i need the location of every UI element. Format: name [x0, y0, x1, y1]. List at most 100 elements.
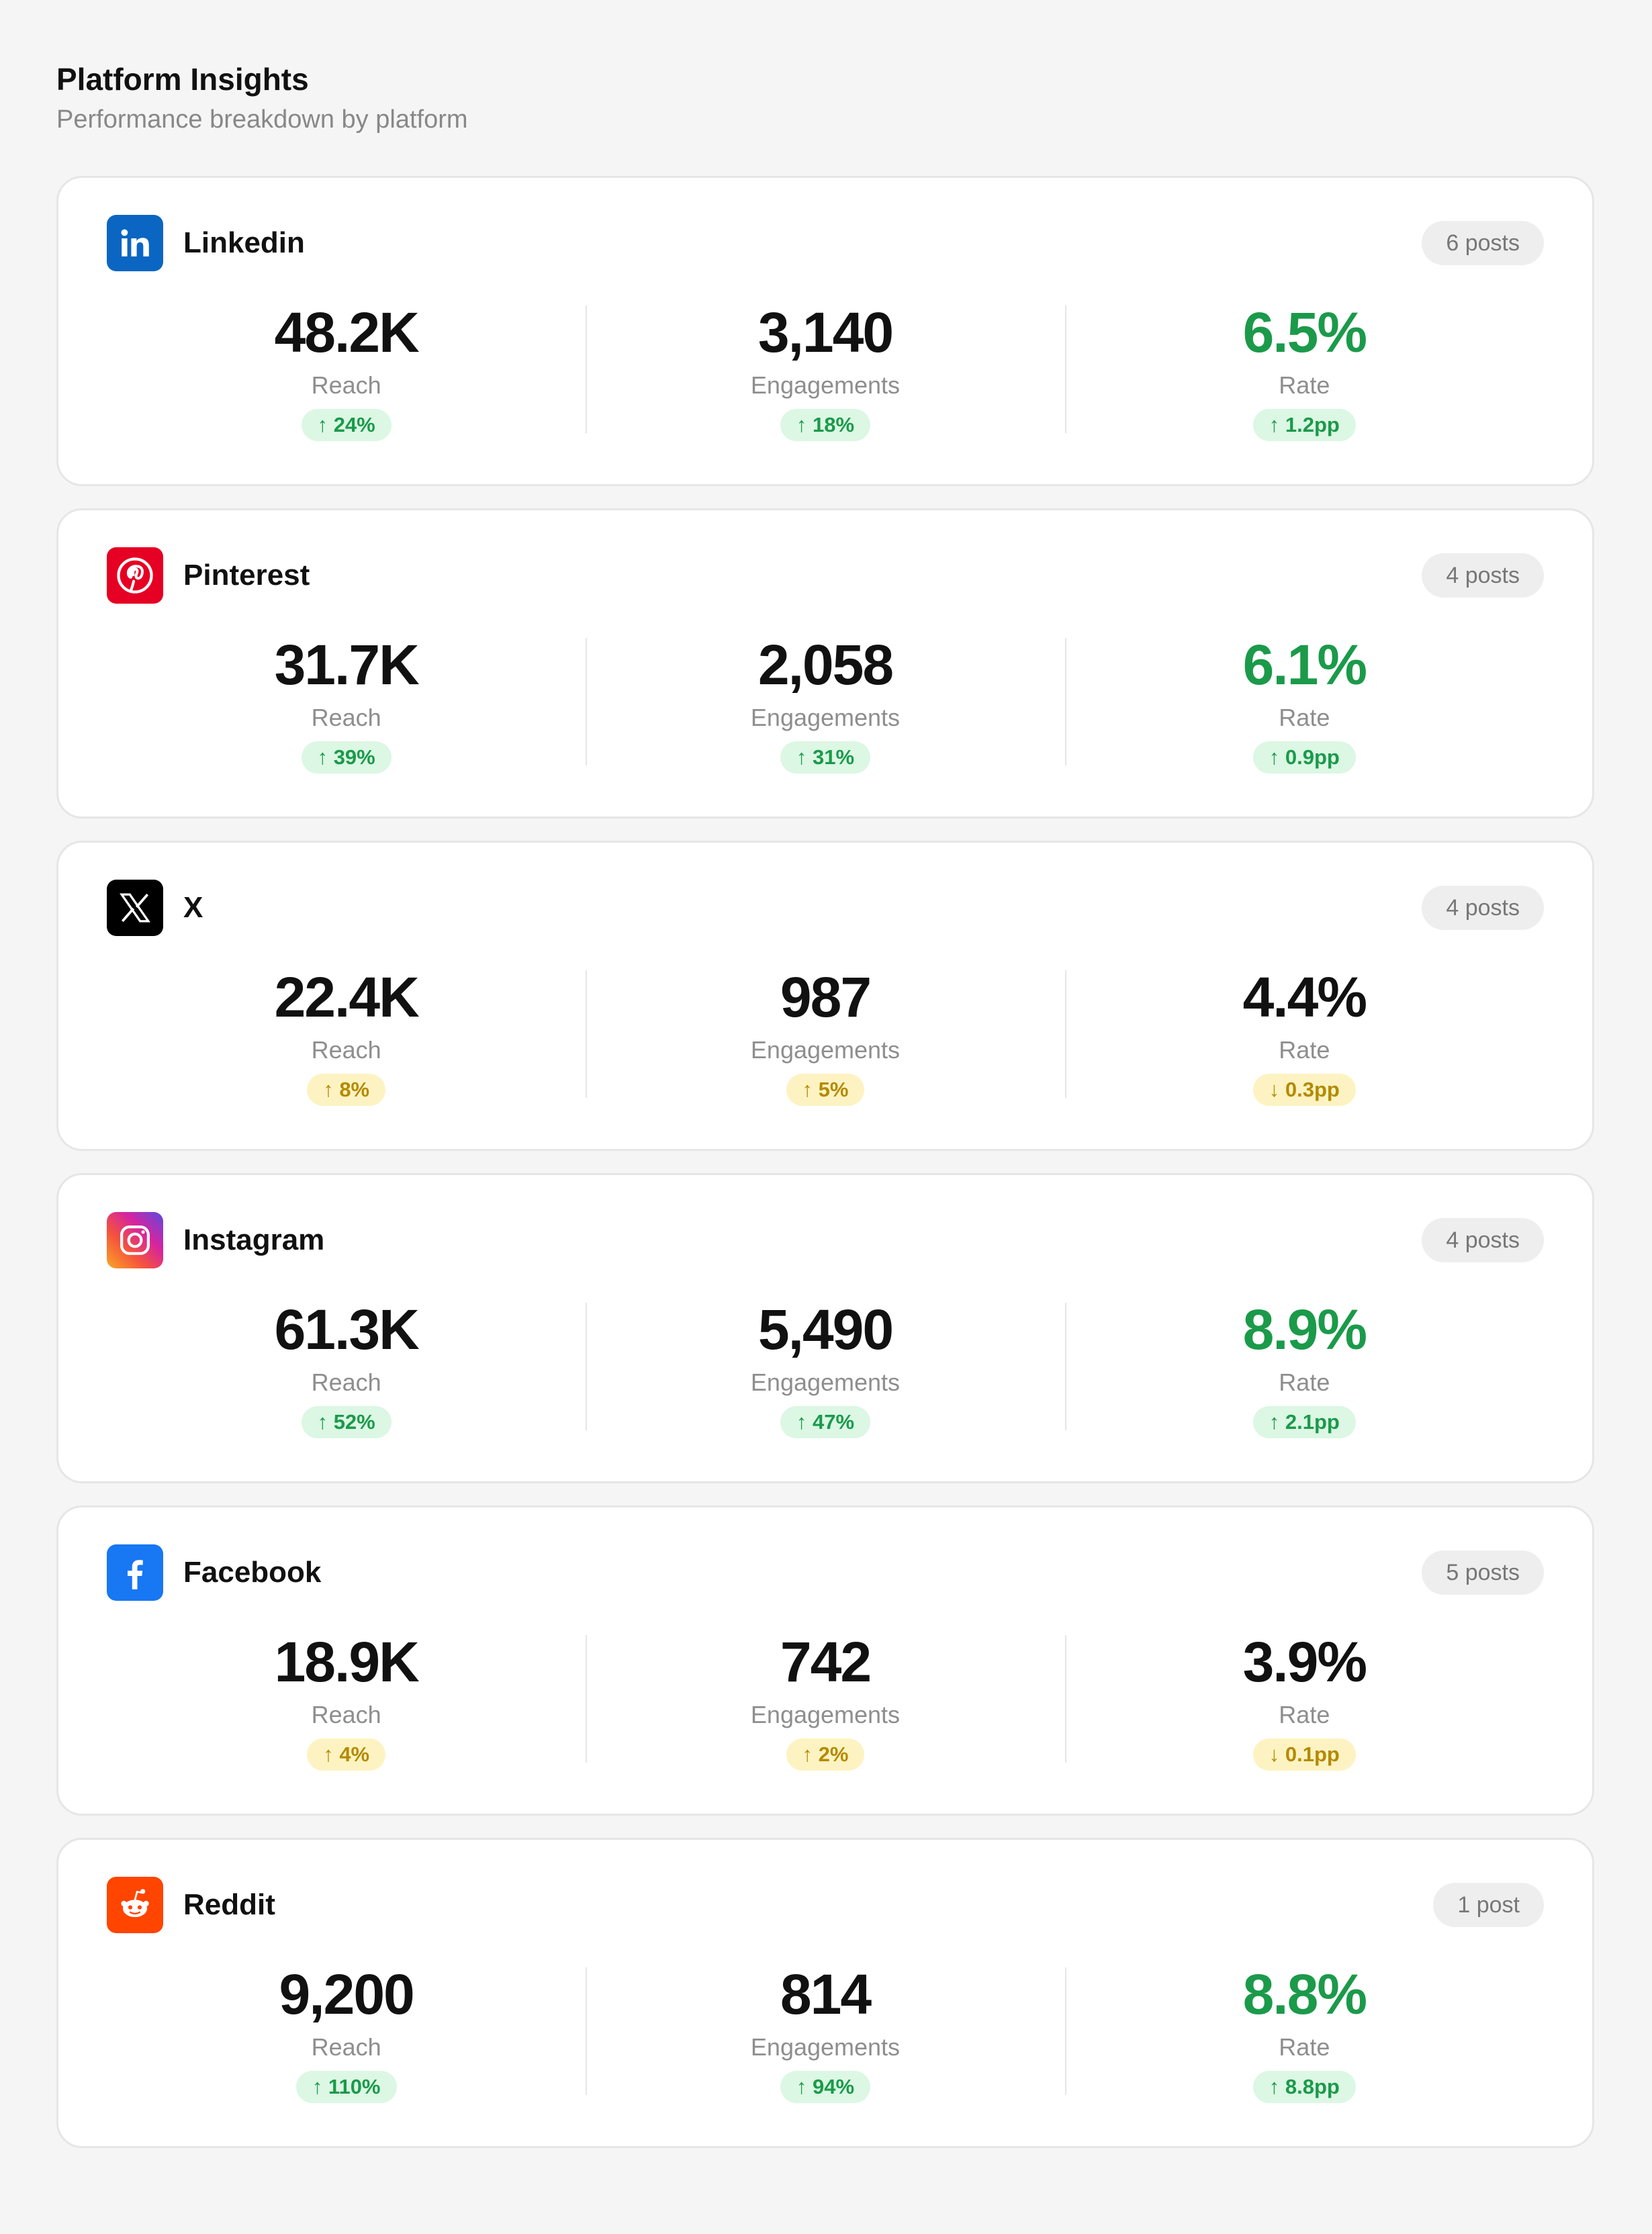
- post-count-badge: 1 post: [1433, 1883, 1544, 1927]
- metric-label: Rate: [1279, 1036, 1330, 1064]
- metric-value: 31.7K: [274, 633, 420, 696]
- metrics-row: 48.2K Reach ↑ 24% 3,140 Engagements ↑ 18…: [107, 299, 1544, 441]
- metric-value: 8.8%: [1242, 1963, 1367, 2026]
- metric-value: 22.4K: [274, 966, 420, 1029]
- metrics-row: 61.3K Reach ↑ 52% 5,490 Engagements ↑ 47…: [107, 1296, 1544, 1438]
- post-count-badge: 4 posts: [1422, 1218, 1544, 1262]
- instagram-icon: [107, 1212, 163, 1268]
- metric-value: 4.4%: [1242, 966, 1367, 1029]
- platform-name: Instagram: [183, 1223, 325, 1256]
- linkedin-icon: [107, 215, 163, 271]
- metric-change-badge: ↑ 2.1pp: [1252, 1406, 1356, 1438]
- platform-name: X: [183, 891, 203, 924]
- metric-label: Engagements: [750, 1036, 901, 1064]
- metric-label: Engagements: [750, 371, 901, 399]
- platform-card-header: Pinterest 4 posts: [107, 547, 1544, 604]
- platform-name: Pinterest: [183, 559, 310, 592]
- metric-value: 987: [780, 966, 872, 1029]
- platform-name: Facebook: [183, 1556, 322, 1589]
- platform-card-pinterest[interactable]: Pinterest 4 posts 31.7K Reach ↑ 39% 2,05…: [56, 508, 1594, 819]
- metric-label: Rate: [1279, 1701, 1330, 1728]
- metric-value: 6.5%: [1242, 301, 1367, 364]
- metric-reach: 22.4K Reach ↑ 8%: [107, 964, 586, 1106]
- metric-change-badge: ↑ 8%: [307, 1074, 386, 1106]
- page-title: Platform Insights: [56, 62, 309, 97]
- metric-change-badge: ↑ 110%: [295, 2071, 397, 2103]
- metric-reach: 9,200 Reach ↑ 110%: [107, 1961, 586, 2103]
- metric-value: 9,200: [279, 1963, 415, 2026]
- metric-rate: 6.5% Rate ↑ 1.2pp: [1064, 299, 1544, 441]
- platform-card-reddit[interactable]: Reddit 1 post 9,200 Reach ↑ 110% 814 Eng…: [56, 1838, 1594, 2148]
- metrics-row: 18.9K Reach ↑ 4% 742 Engagements ↑ 2% 3.…: [107, 1628, 1544, 1771]
- metric-reach: 61.3K Reach ↑ 52%: [107, 1296, 586, 1438]
- metric-value: 8.9%: [1242, 1298, 1367, 1361]
- metric-engagements: 742 Engagements ↑ 2%: [586, 1628, 1064, 1771]
- metric-rate: 8.9% Rate ↑ 2.1pp: [1064, 1296, 1544, 1438]
- metric-change-badge: ↑ 18%: [780, 409, 871, 441]
- metric-value: 48.2K: [274, 301, 420, 364]
- platform-card-linkedin[interactable]: Linkedin 6 posts 48.2K Reach ↑ 24% 3,140…: [56, 176, 1594, 486]
- metric-change-badge: ↑ 8.8pp: [1252, 2071, 1356, 2103]
- metric-label: Rate: [1279, 1368, 1330, 1396]
- metric-label: Engagements: [750, 1701, 901, 1728]
- page-header: Platform Insights Performance breakdown …: [56, 58, 468, 137]
- metric-value: 3,140: [758, 301, 894, 364]
- metric-engagements: 814 Engagements ↑ 94%: [586, 1961, 1064, 2103]
- metric-reach: 48.2K Reach ↑ 24%: [107, 299, 586, 441]
- platform-card-instagram[interactable]: Instagram 4 posts 61.3K Reach ↑ 52% 5,49…: [56, 1173, 1594, 1483]
- metric-change-badge: ↑ 52%: [301, 1406, 392, 1438]
- metric-value: 742: [780, 1630, 872, 1693]
- metric-change-badge: ↓ 0.3pp: [1252, 1074, 1356, 1106]
- metric-value: 18.9K: [274, 1630, 420, 1693]
- platform-card-x[interactable]: X 4 posts 22.4K Reach ↑ 8% 987 Engagemen…: [56, 841, 1594, 1151]
- reddit-icon: [107, 1877, 163, 1933]
- metric-value: 814: [780, 1963, 872, 2026]
- platform-card-facebook[interactable]: Facebook 5 posts 18.9K Reach ↑ 4% 742 En…: [56, 1505, 1594, 1816]
- post-count-badge: 4 posts: [1422, 886, 1544, 930]
- metric-label: Reach: [311, 2033, 381, 2061]
- page-subtitle: Performance breakdown by platform: [56, 105, 468, 134]
- post-count-badge: 4 posts: [1422, 553, 1544, 598]
- x-icon: [107, 880, 163, 936]
- metric-change-badge: ↓ 0.1pp: [1252, 1738, 1356, 1771]
- metric-change-badge: ↑ 39%: [301, 741, 392, 774]
- platform-card-list: Linkedin 6 posts 48.2K Reach ↑ 24% 3,140…: [56, 176, 1594, 2170]
- metric-label: Rate: [1279, 704, 1330, 731]
- metric-rate: 6.1% Rate ↑ 0.9pp: [1064, 631, 1544, 774]
- metric-label: Reach: [311, 371, 381, 399]
- metric-change-badge: ↑ 94%: [780, 2071, 871, 2103]
- metric-label: Rate: [1279, 2033, 1330, 2061]
- metric-label: Reach: [311, 1368, 381, 1396]
- platform-card-header: Instagram 4 posts: [107, 1211, 1544, 1269]
- metric-engagements: 987 Engagements ↑ 5%: [586, 964, 1064, 1106]
- metric-value: 2,058: [758, 633, 894, 696]
- metric-change-badge: ↑ 5%: [786, 1074, 865, 1106]
- metric-value: 5,490: [758, 1298, 894, 1361]
- platform-name: Linkedin: [183, 226, 305, 259]
- metric-label: Reach: [311, 704, 381, 731]
- metric-change-badge: ↑ 31%: [780, 741, 871, 774]
- platform-card-header: Linkedin 6 posts: [107, 214, 1544, 272]
- metric-value: 3.9%: [1242, 1630, 1367, 1693]
- metric-engagements: 2,058 Engagements ↑ 31%: [586, 631, 1064, 774]
- platform-name: Reddit: [183, 1888, 275, 1921]
- platform-card-header: Facebook 5 posts: [107, 1544, 1544, 1601]
- metrics-row: 31.7K Reach ↑ 39% 2,058 Engagements ↑ 31…: [107, 631, 1544, 774]
- platform-card-header: Reddit 1 post: [107, 1876, 1544, 1934]
- metric-engagements: 5,490 Engagements ↑ 47%: [586, 1296, 1064, 1438]
- platform-card-header: X 4 posts: [107, 879, 1544, 937]
- metric-value: 61.3K: [274, 1298, 420, 1361]
- metrics-row: 9,200 Reach ↑ 110% 814 Engagements ↑ 94%…: [107, 1961, 1544, 2103]
- metric-reach: 31.7K Reach ↑ 39%: [107, 631, 586, 774]
- metric-label: Engagements: [750, 704, 901, 731]
- metric-change-badge: ↑ 1.2pp: [1252, 409, 1356, 441]
- metric-change-badge: ↑ 2%: [786, 1738, 865, 1771]
- metric-change-badge: ↑ 47%: [780, 1406, 871, 1438]
- metric-rate: 4.4% Rate ↓ 0.3pp: [1064, 964, 1544, 1106]
- metric-label: Engagements: [750, 1368, 901, 1396]
- metric-label: Engagements: [750, 2033, 901, 2061]
- metrics-row: 22.4K Reach ↑ 8% 987 Engagements ↑ 5% 4.…: [107, 964, 1544, 1106]
- metric-label: Rate: [1279, 371, 1330, 399]
- metric-change-badge: ↑ 4%: [307, 1738, 386, 1771]
- metric-change-badge: ↑ 0.9pp: [1252, 741, 1356, 774]
